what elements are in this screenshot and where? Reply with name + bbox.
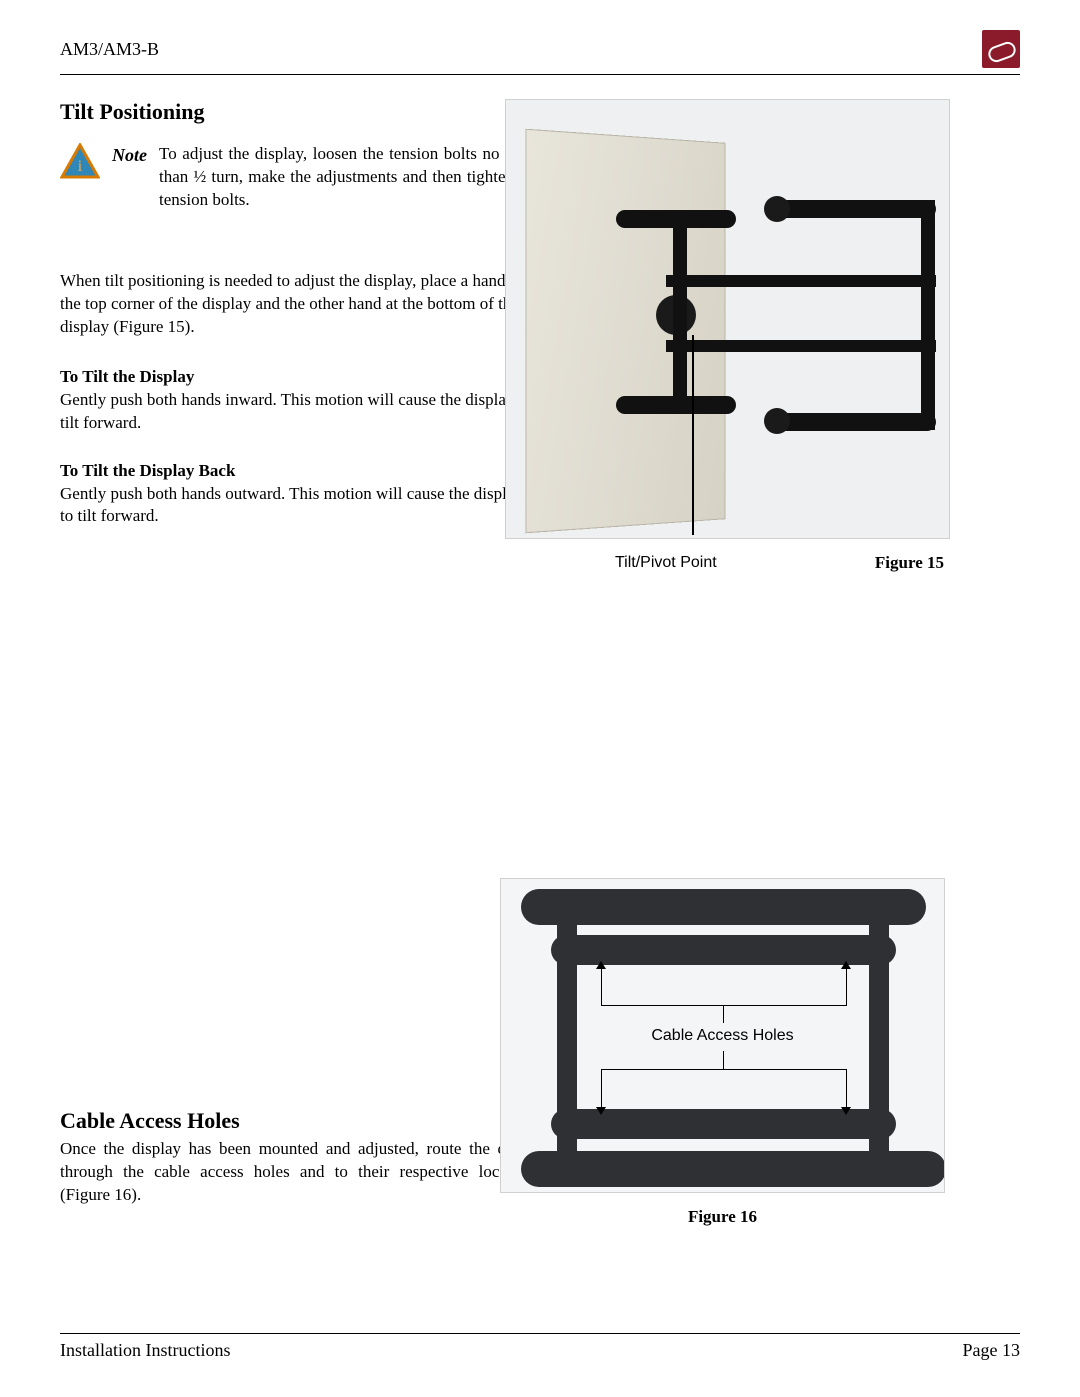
section-tilt-positioning: Tilt Positioning i Note To adjust the di…: [60, 99, 1020, 528]
svg-text:i: i: [78, 158, 83, 175]
figure-16-caption: Figure 16: [500, 1193, 945, 1227]
figure-16-annotation: Cable Access Holes: [501, 1027, 944, 1045]
note-block: i Note To adjust the display, loosen the…: [60, 143, 540, 212]
figure-15-image: [505, 99, 950, 539]
page-header: AM3/AM3-B: [60, 30, 1020, 75]
footer-right: Page 13: [963, 1340, 1021, 1361]
subtext-tilt-back: Gently push both hands outward. This mot…: [60, 483, 540, 529]
figure-15-annotation: Tilt/Pivot Point: [615, 554, 717, 572]
note-warning-icon: i: [60, 143, 100, 184]
brand-logo-icon: [982, 30, 1020, 68]
figure-16: Cable Access Holes Figure 16: [500, 878, 945, 1227]
section2-text: Once the display has been mounted and ad…: [60, 1138, 540, 1207]
header-model: AM3/AM3-B: [60, 39, 159, 60]
intro-paragraph: When tilt positioning is needed to adjus…: [60, 270, 540, 339]
figure-15-caption-row: Tilt/Pivot Point Figure 15: [505, 539, 950, 573]
note-text: To adjust the display, loosen the tensio…: [159, 143, 540, 212]
footer-left: Installation Instructions: [60, 1340, 230, 1361]
note-label: Note: [112, 143, 147, 166]
figure-16-image: Cable Access Holes: [500, 878, 945, 1193]
page-footer: Installation Instructions Page 13: [60, 1333, 1020, 1361]
subtext-tilt-forward: Gently push both hands inward. This moti…: [60, 389, 540, 435]
figure-15-caption: Figure 15: [875, 553, 944, 573]
figure-15: Tilt/Pivot Point Figure 15: [505, 99, 950, 573]
